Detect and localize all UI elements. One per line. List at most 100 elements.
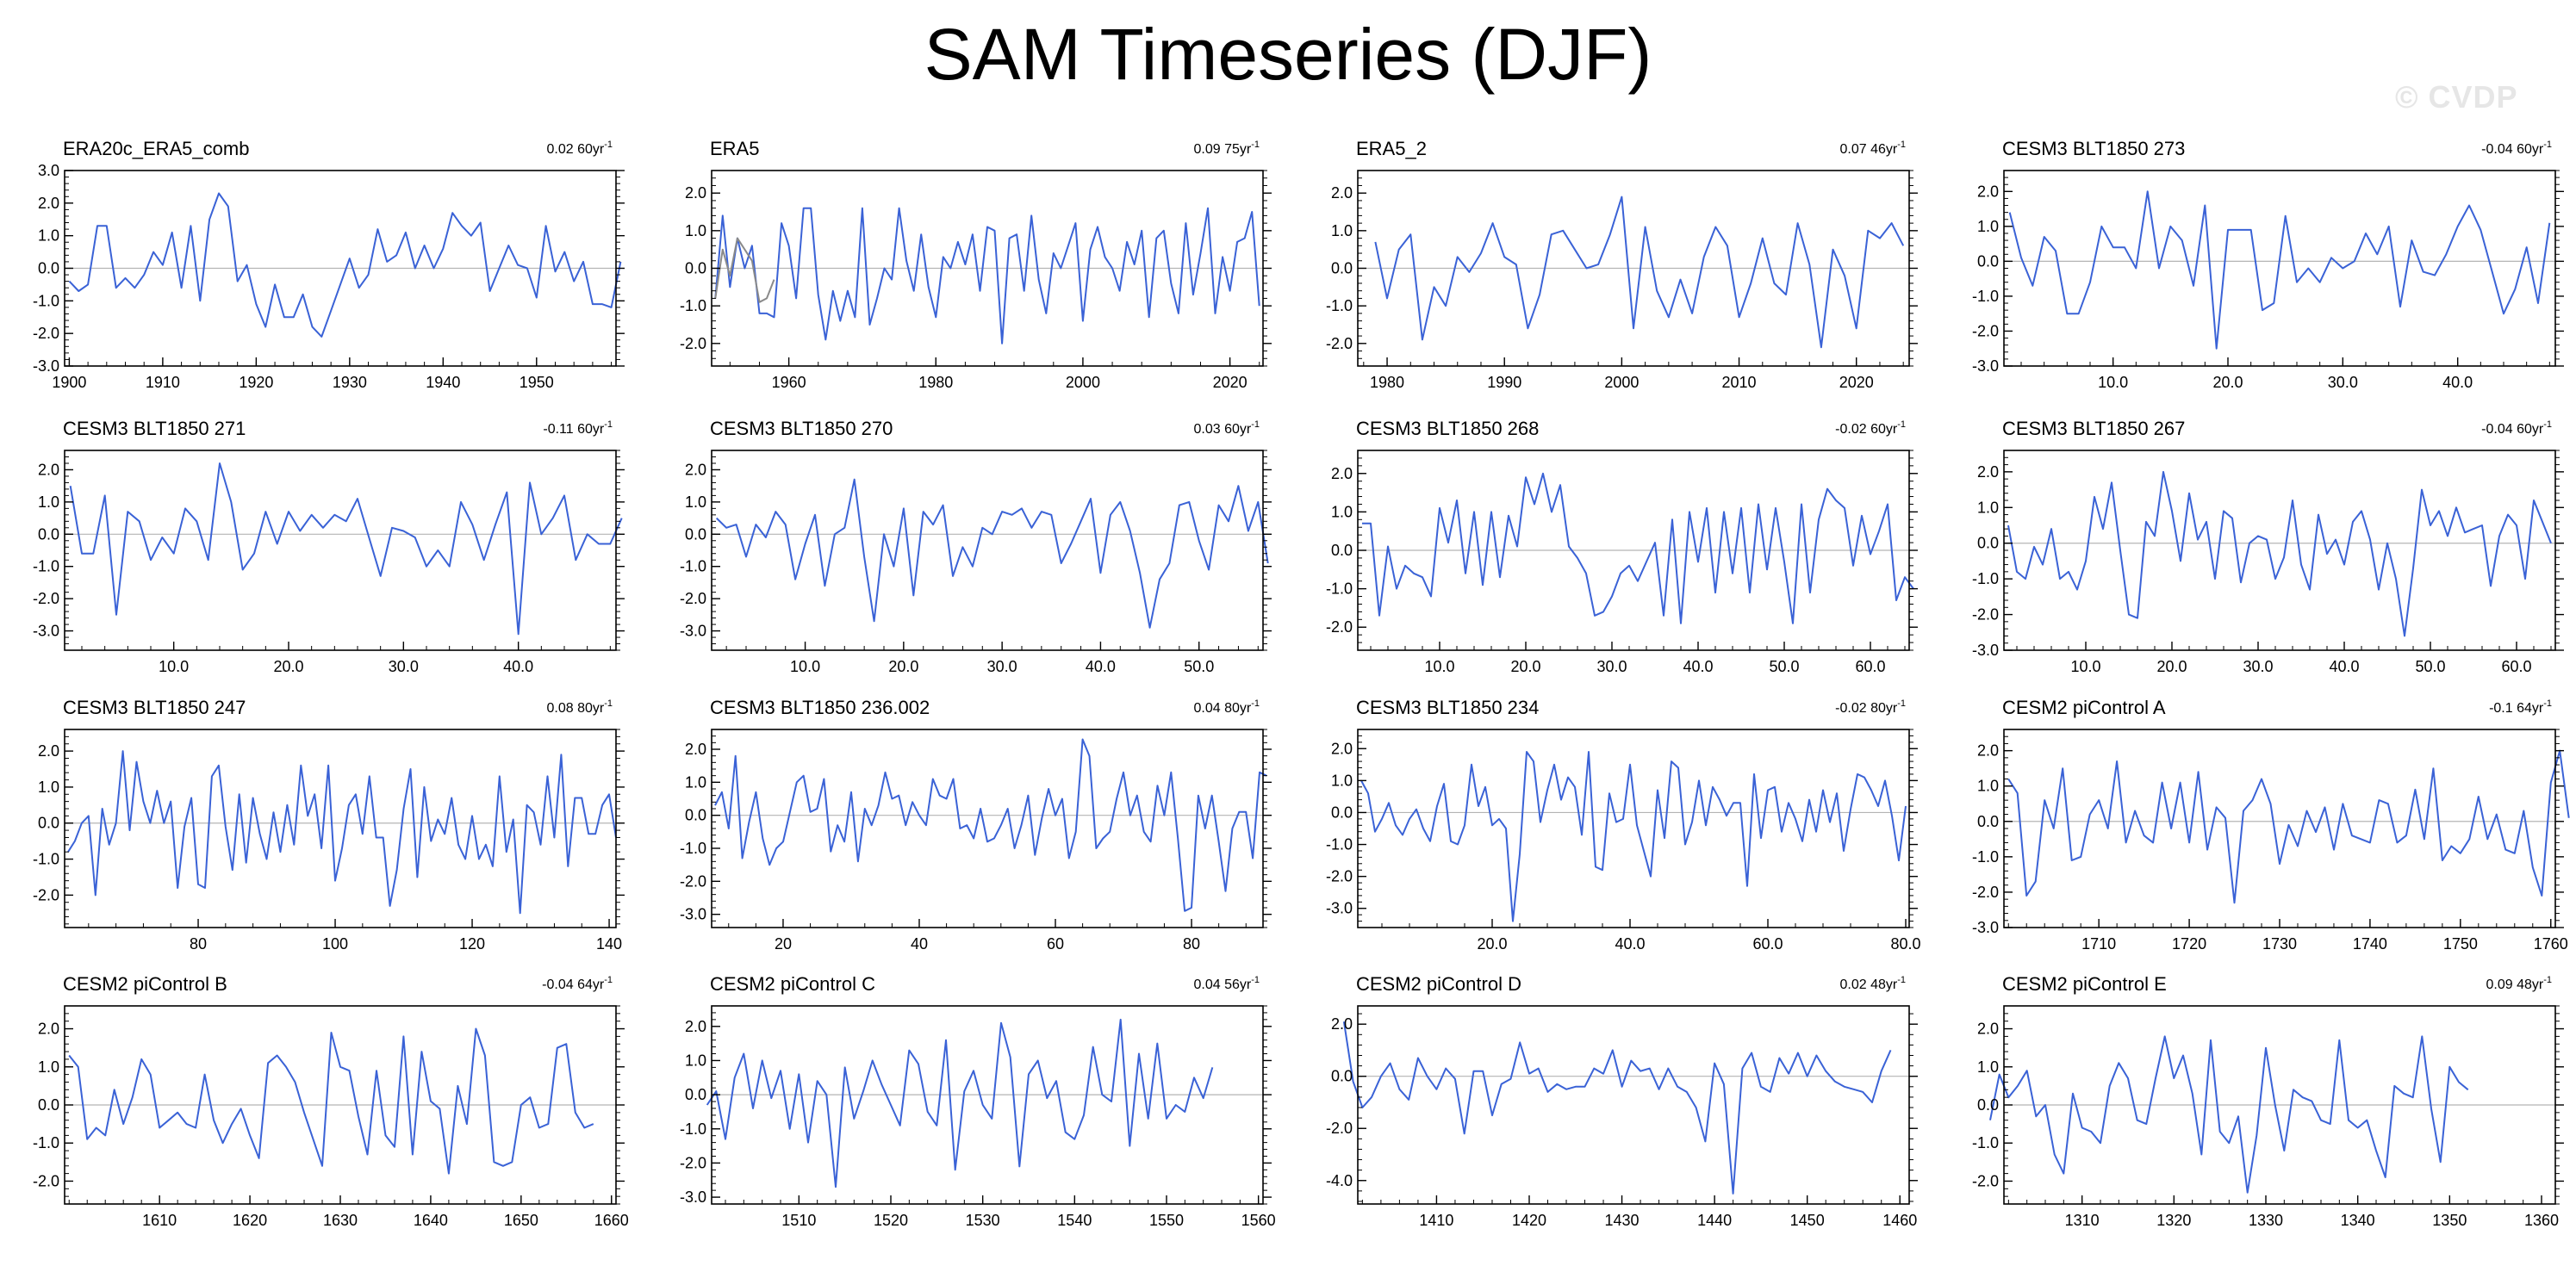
chart-panel: CESM3 BLT1850 273 -0.04 60yr-1 -3.0 -2.0 -1.… xyxy=(1972,138,2564,391)
y-tick-label: -2.0 xyxy=(1326,335,1353,352)
panel-title: CESM3 BLT1850 270 xyxy=(710,418,893,439)
chart-panel: ERA5_2 0.07 46yr-1 -2.0 -1.0 0.0 1.0 2.0 1980 19… xyxy=(1326,138,1918,391)
y-tick-label: 0.0 xyxy=(38,815,59,832)
x-tick-label: 40.0 xyxy=(1086,658,1116,675)
y-tick-label: -3.0 xyxy=(33,357,59,375)
panel-title: CESM2 piControl B xyxy=(63,973,227,995)
x-tick-label: 2020 xyxy=(1839,374,1874,391)
series-line xyxy=(68,192,622,338)
x-tick-label: 1740 xyxy=(2353,935,2387,953)
x-tick-label: 2000 xyxy=(1604,374,1639,391)
chart-panel: CESM2 piControl D 0.02 48yr-1 -4.0 -2.0 0.0 2… xyxy=(1326,973,1918,1229)
x-tick-label: 1720 xyxy=(2172,935,2206,953)
y-tick-label: -2.0 xyxy=(1326,868,1353,885)
panel-title: CESM3 BLT1850 247 xyxy=(63,697,246,718)
y-tick-label: -3.0 xyxy=(1972,357,1999,375)
plot-frame xyxy=(711,729,1264,928)
series-line xyxy=(2008,190,2551,350)
trend-label: 0.08 80yr-1 xyxy=(547,698,613,716)
y-tick-label: 0.0 xyxy=(38,525,59,543)
y-tick-label: 1.0 xyxy=(1331,503,1353,520)
x-tick-label: 20.0 xyxy=(2156,658,2187,675)
x-tick-label: 1910 xyxy=(146,374,180,391)
x-tick-label: 1350 xyxy=(2432,1212,2467,1229)
y-tick-label: 2.0 xyxy=(685,461,706,478)
trend-label: 0.04 56yr-1 xyxy=(1194,975,1260,992)
y-tick-label: 0.0 xyxy=(1977,813,1999,830)
chart-panel: ERA20c_ERA5_comb 0.02 60yr-1 -3.0 -2.0 -1.0 0… xyxy=(33,138,625,391)
y-tick-label: 2.0 xyxy=(38,1021,59,1038)
y-tick-label: -2.0 xyxy=(680,590,706,607)
series-line xyxy=(714,237,775,303)
y-tick-label: -2.0 xyxy=(1972,322,1999,339)
y-tick-label: 0.0 xyxy=(38,260,59,277)
panel-title: ERA5 xyxy=(710,138,759,159)
x-tick-label: 1710 xyxy=(2081,935,2116,953)
y-tick-label: 2.0 xyxy=(1331,465,1353,482)
x-tick-label: 50.0 xyxy=(2415,658,2445,675)
trend-label: -0.04 60yr-1 xyxy=(2481,140,2552,157)
x-tick-label: 10.0 xyxy=(2070,658,2100,675)
trend-label: -0.02 80yr-1 xyxy=(1835,698,1906,716)
trend-label: 0.02 48yr-1 xyxy=(1840,975,1907,992)
y-tick-label: 0.0 xyxy=(1977,1096,1999,1114)
x-tick-label: 1630 xyxy=(323,1212,358,1229)
y-tick-label: 0.0 xyxy=(685,260,706,277)
y-tick-label: -1.0 xyxy=(680,297,706,314)
x-tick-label: 1360 xyxy=(2524,1212,2559,1229)
series-line xyxy=(714,738,1267,912)
x-tick-label: 50.0 xyxy=(1769,658,1799,675)
panel-title: CESM2 piControl D xyxy=(1356,973,1521,995)
plot-frame xyxy=(711,450,1264,651)
panel-title: CESM3 BLT1850 267 xyxy=(2002,418,2185,439)
x-tick-label: 1310 xyxy=(2065,1212,2100,1229)
y-tick-label: 0.0 xyxy=(685,525,706,543)
x-tick-label: 1550 xyxy=(1149,1212,1184,1229)
x-tick-label: 40 xyxy=(911,935,928,953)
chart-panel: CESM3 BLT1850 267 -0.04 60yr-1 -3.0 -2.0 -1.… xyxy=(1972,418,2564,675)
x-tick-label: 1540 xyxy=(1057,1212,1092,1229)
x-tick-label: 40.0 xyxy=(503,658,533,675)
y-tick-label: 0.0 xyxy=(1977,252,1999,270)
chart-panel: CESM2 piControl C 0.04 56yr-1 -3.0 -2.0 -1.0… xyxy=(680,973,1276,1229)
y-tick-label: 3.0 xyxy=(38,162,59,179)
series-line xyxy=(68,1027,594,1175)
y-tick-label: -1.0 xyxy=(1326,580,1353,598)
y-tick-label: 2.0 xyxy=(38,195,59,212)
y-tick-label: 1.0 xyxy=(38,1058,59,1076)
page-title: SAM Timeseries (DJF) xyxy=(924,14,1652,95)
y-tick-label: 0.0 xyxy=(38,1096,59,1114)
trend-label: 0.02 60yr-1 xyxy=(547,140,613,157)
x-tick-label: 40.0 xyxy=(1615,935,1645,953)
series-line xyxy=(2007,470,2552,637)
chart-panel: CESM3 BLT1850 271 -0.11 60yr-1 -3.0 -2.0 -1.… xyxy=(33,418,625,675)
x-tick-label: 1950 xyxy=(520,374,554,391)
x-tick-label: 80 xyxy=(1183,935,1200,953)
y-tick-label: 2.0 xyxy=(1977,463,1999,481)
y-tick-label: 0.0 xyxy=(1977,535,1999,552)
y-tick-label: -2.0 xyxy=(680,1154,706,1171)
x-tick-label: 1320 xyxy=(2156,1212,2191,1229)
x-tick-label: 1980 xyxy=(918,374,953,391)
chart-panel: CESM3 BLT1850 247 0.08 80yr-1 -2.0 -1.0 0.0 1… xyxy=(33,697,625,953)
x-tick-label: 120 xyxy=(459,935,485,953)
x-tick-label: 40.0 xyxy=(2329,658,2359,675)
x-tick-label: 2020 xyxy=(1213,374,1248,391)
x-tick-label: 1610 xyxy=(142,1212,177,1229)
x-tick-label: 1930 xyxy=(333,374,367,391)
y-tick-label: 2.0 xyxy=(1977,1021,1999,1038)
panel-title: CESM3 BLT1850 273 xyxy=(2002,138,2185,159)
y-tick-label: -2.0 xyxy=(1326,1120,1353,1137)
y-tick-label: -1.0 xyxy=(680,840,706,857)
y-tick-label: 2.0 xyxy=(685,1018,706,1035)
x-tick-label: 30.0 xyxy=(389,658,419,675)
x-tick-label: 1520 xyxy=(874,1212,908,1229)
y-tick-label: 1.0 xyxy=(1977,778,1999,795)
x-tick-label: 10.0 xyxy=(1424,658,1454,675)
y-tick-label: -2.0 xyxy=(33,325,59,342)
x-tick-label: 1920 xyxy=(239,374,273,391)
plot-frame xyxy=(1357,1005,1910,1205)
y-tick-label: 2.0 xyxy=(38,461,59,478)
y-tick-label: -3.0 xyxy=(680,1188,706,1206)
chart-panel: CESM2 piControl B -0.04 64yr-1 -2.0 -1.0 0.0… xyxy=(33,973,629,1229)
